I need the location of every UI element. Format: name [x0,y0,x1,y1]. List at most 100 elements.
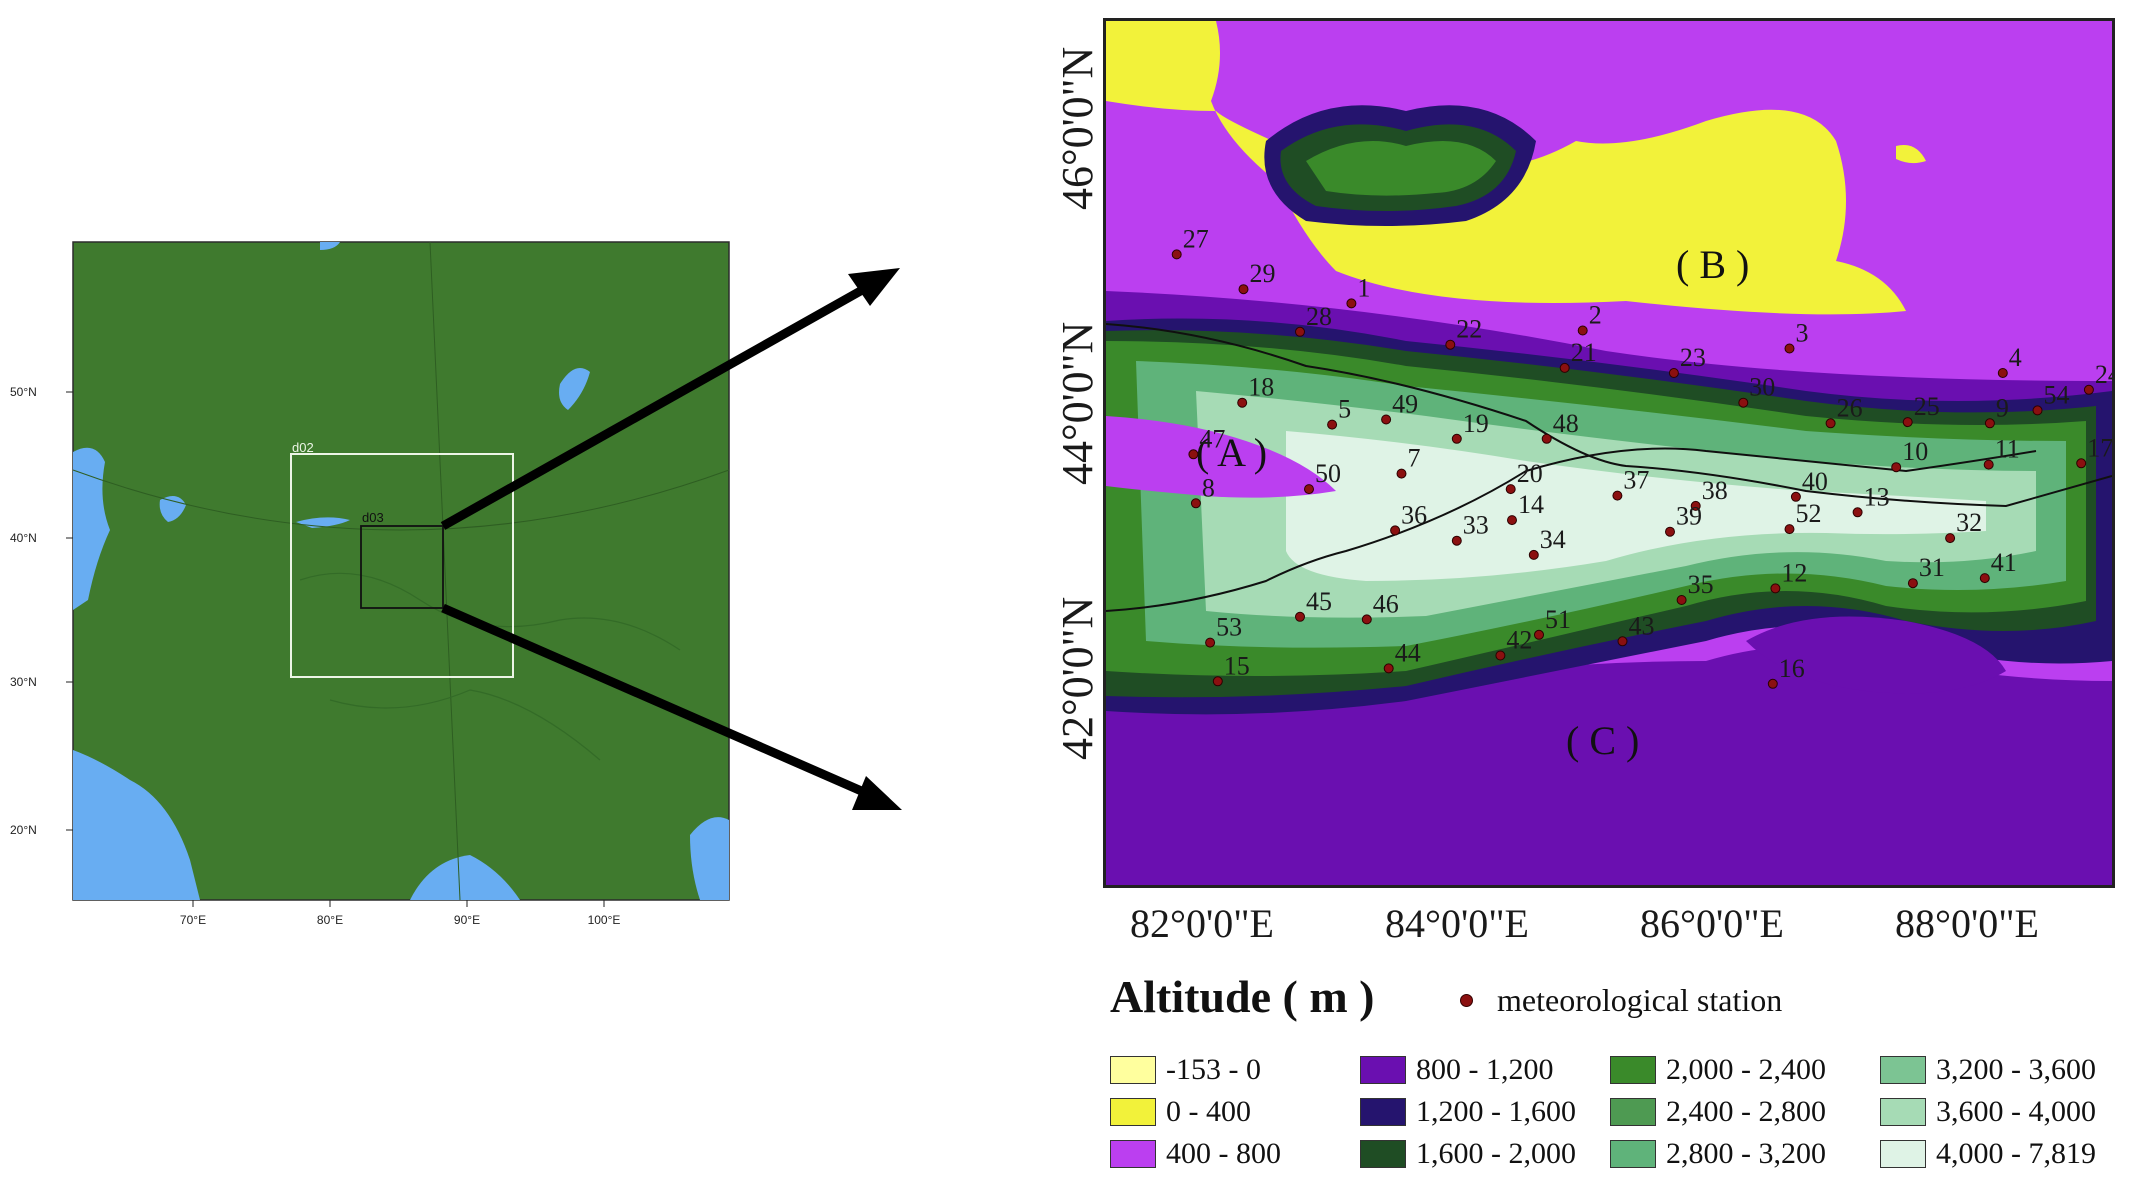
station-marker-27 [1171,249,1182,260]
overview-north-water [320,242,340,250]
station-marker-30 [1738,397,1749,408]
station-label-31: 31 [1919,553,1945,582]
domain-d02-label: d02 [292,440,314,455]
station-label-5: 5 [1338,395,1351,424]
legend-item: 4,000 - 7,819 [1880,1136,2130,1172]
station-label-4: 4 [2009,343,2022,372]
legend-swatch [1110,1098,1156,1126]
legend-swatch [1880,1098,1926,1126]
station-label-50: 50 [1315,459,1341,488]
overview-lat-ticks: 50°N 40°N 30°N 20°N [10,385,37,837]
lon-tick-90: 90°E [454,913,480,927]
legend-grid: -153 - 0 800 - 1,200 2,000 - 2,400 3,200 - … [1110,1052,2130,1172]
station-label-22: 22 [1456,315,1482,344]
station-label-27: 27 [1183,224,1209,253]
station-marker-25 [1902,417,1913,428]
station-marker-33 [1451,535,1462,546]
station-label-48: 48 [1553,409,1579,438]
legend-label: 3,600 - 4,000 [1936,1095,2096,1128]
legend-swatch [1110,1140,1156,1168]
station-marker-38 [1690,500,1701,511]
station-label-53: 53 [1216,613,1242,642]
station-marker-48 [1541,433,1552,444]
legend-label: 800 - 1,200 [1416,1053,1554,1086]
legend-swatch [1610,1056,1656,1084]
station-label-39: 39 [1676,502,1702,531]
domain-d02-box [290,453,514,678]
terrain-4000-plus-range [1286,431,1986,581]
station-marker-35 [1676,595,1687,605]
station-marker-53 [1205,637,1216,648]
station-label-21: 21 [1571,338,1597,367]
station-marker-10 [1891,462,1902,473]
lon-label-84: 84°0'0"E [1385,901,1529,946]
overview-lat-tick-marks [66,391,605,907]
legend-swatch [1110,1056,1156,1084]
station-marker-36 [1390,525,1401,536]
station-label-25: 25 [1914,392,1940,421]
station-label-54: 54 [2044,380,2070,409]
station-label-35: 35 [1688,570,1714,599]
legend-title: Altitude ( m ) [1110,971,1375,1022]
legend-label: -153 - 0 [1166,1053,1261,1086]
station-marker-1 [1346,298,1357,309]
station-label-18: 18 [1248,373,1274,402]
overview-bay-of-bengal [410,855,520,900]
station-marker-16 [1767,678,1778,689]
lon-label-82: 82°0'0"E [1130,901,1274,946]
lon-tick-100: 100°E [588,913,621,927]
station-marker-8 [1190,498,1201,509]
station-marker-20 [1505,484,1516,495]
station-label-16: 16 [1779,654,1805,683]
station-marker-18 [1237,397,1248,408]
lat-tick-30: 30°N [10,675,37,689]
lon-label-86: 86°0'0"E [1640,901,1784,946]
station-label-45: 45 [1306,587,1332,616]
station-label-7: 7 [1408,444,1421,473]
station-label-1: 1 [1357,273,1370,302]
lat-tick-20: 20°N [10,823,37,837]
legend-item: 3,200 - 3,600 [1880,1052,2130,1088]
station-label-47: 47 [1199,424,1225,453]
station-marker-34 [1528,549,1539,560]
station-legend: meteorological station [1460,982,1782,1019]
station-marker-2 [1577,325,1588,336]
domain-d03-label: d03 [362,510,384,525]
station-marker-19 [1451,433,1462,444]
legend-label: 3,200 - 3,600 [1936,1053,2096,1086]
station-label-10: 10 [1902,437,1928,466]
lat-tick-50: 50°N [10,385,37,399]
station-label-30: 30 [1749,373,1775,402]
legend-label: 2,000 - 2,400 [1666,1053,1826,1086]
station-marker-52 [1784,524,1795,535]
legend-label: 400 - 800 [1166,1137,1281,1170]
station-label-15: 15 [1224,651,1250,680]
legend-swatch [1360,1056,1406,1084]
legend-swatch [1880,1056,1926,1084]
station-marker-9 [1984,418,1995,429]
station-marker-37 [1612,490,1623,501]
legend-item: 400 - 800 [1110,1136,1360,1172]
station-label-11: 11 [1995,435,2020,464]
zoom-arrow-lower-head [852,776,902,810]
legend-item: 2,400 - 2,800 [1610,1094,1880,1130]
lon-tick-70: 70°E [180,913,206,927]
terrain-0-400-patch [1896,145,1926,164]
overview-south-china-sea [690,817,729,900]
legend-item: -153 - 0 [1110,1052,1360,1088]
lon-tick-80: 80°E [317,913,343,927]
station-marker-17 [2076,458,2087,469]
station-label-2: 2 [1589,301,1602,330]
terrain-2000-2400-north-block [1306,141,1496,196]
station-label-24: 24 [2095,360,2112,389]
station-marker-44 [1383,663,1394,674]
station-label-41: 41 [1991,548,2017,577]
station-marker-50 [1304,484,1314,495]
lat-label-46: 46°0'0"N [1053,46,1102,210]
legend-label: 2,800 - 3,200 [1666,1137,1826,1170]
station-marker-47 [1188,449,1199,460]
station-label-36: 36 [1401,500,1427,529]
station-label-32: 32 [1956,508,1982,537]
overview-land [72,241,730,901]
